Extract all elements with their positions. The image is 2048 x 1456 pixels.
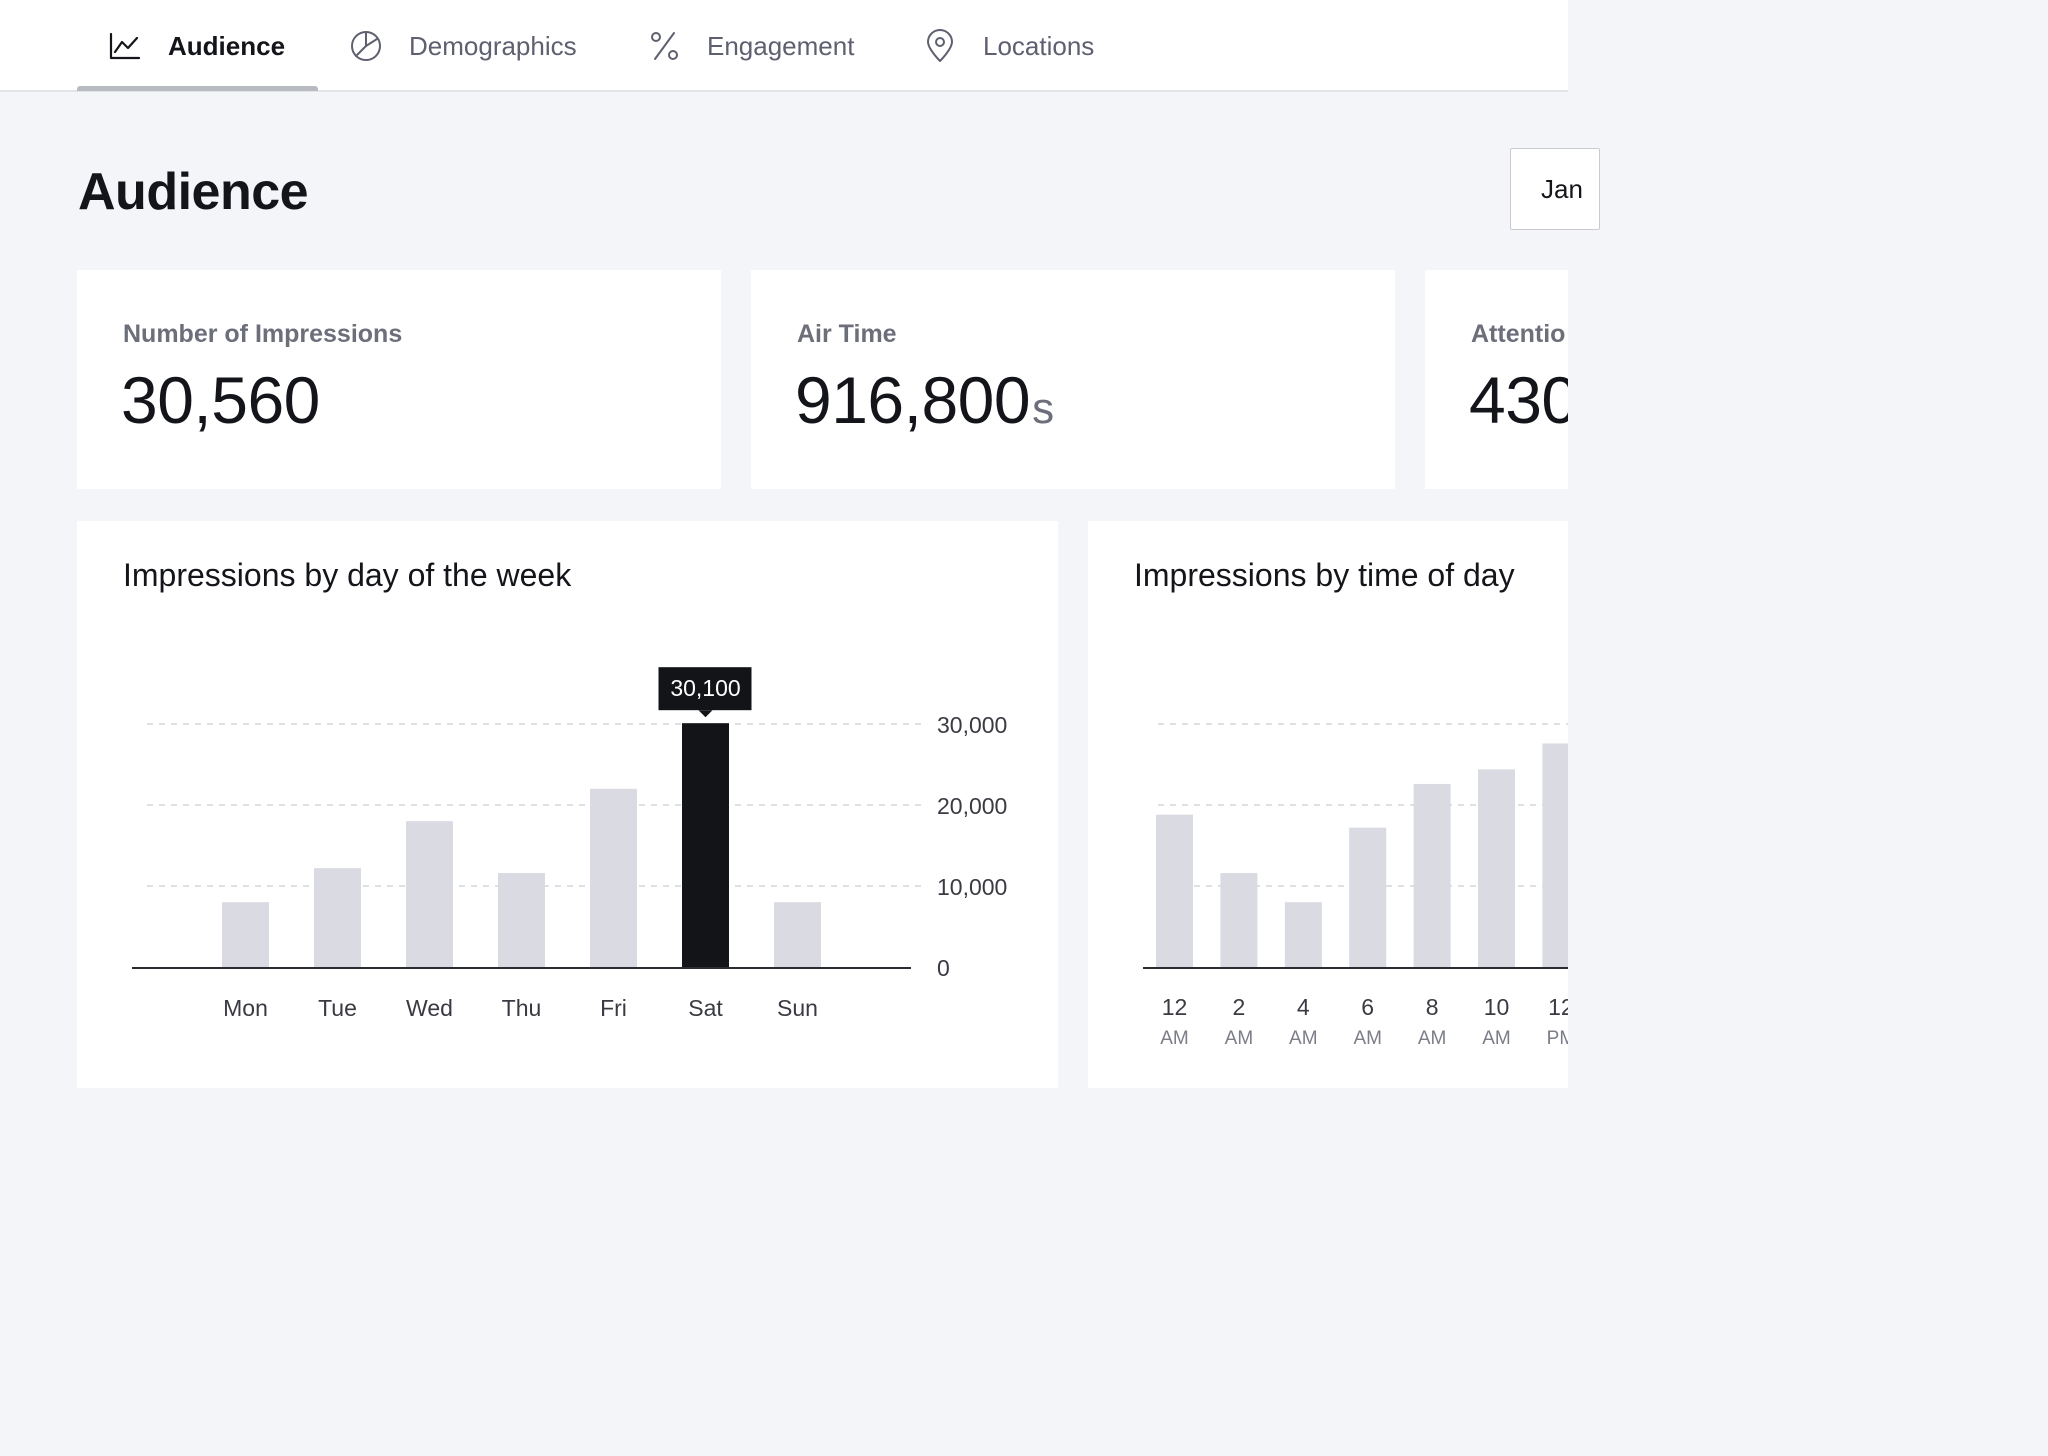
x-tick-sublabel: AM (1482, 1028, 1511, 1049)
bar (774, 902, 821, 967)
x-tick-sublabel: AM (1289, 1028, 1318, 1049)
tooltip-value: 30,100 (670, 675, 740, 701)
x-tick-sublabel: AM (1353, 1028, 1382, 1049)
date-range-picker[interactable]: Jan (1510, 148, 1600, 230)
x-tick-sublabel: AM (1418, 1028, 1447, 1049)
percent-icon (651, 32, 678, 60)
chart-title: Impressions by time of day (1134, 557, 1515, 593)
tab-audience-label: Audience (168, 30, 286, 61)
x-tick-sublabel: AM (1225, 1028, 1254, 1049)
chart-title: Impressions by day of the week (123, 557, 572, 593)
bar (682, 723, 729, 967)
bar (1478, 769, 1515, 967)
y-tick-label: 0 (937, 955, 950, 981)
x-tick-label: 10 (1484, 994, 1510, 1020)
tab-audience[interactable]: Audience (108, 0, 285, 92)
kpi-card-air-time: Air Time 916,800s (751, 270, 1395, 489)
page-title: Audience (78, 163, 309, 221)
bar (1413, 783, 1451, 967)
kpi-label: Air Time (797, 320, 897, 348)
bar (1220, 873, 1258, 967)
x-tick-label: 4 (1297, 994, 1310, 1020)
x-tick-sublabel: AM (1160, 1028, 1189, 1049)
active-tab-indicator (77, 86, 318, 91)
x-tick-label: Sat (688, 995, 723, 1021)
bar (590, 788, 637, 967)
kpi-value: 30,560 (121, 362, 322, 438)
x-tick-label: Sun (777, 995, 818, 1021)
date-range-text: Jan (1541, 174, 1583, 204)
map-pin-icon (927, 29, 953, 62)
x-tick-label: Fri (600, 995, 627, 1021)
kpi-number: 916,800 (795, 363, 1031, 437)
pie-chart-icon (351, 31, 381, 61)
x-tick-label: Thu (502, 995, 542, 1021)
tab-locations[interactable]: Locations (923, 0, 1094, 92)
tab-engagement-label: Engagement (707, 30, 855, 61)
x-tick-label: 12 (1548, 994, 1568, 1020)
tab-locations-label: Locations (983, 30, 1095, 61)
bar-chart-day-of-week: 0 10,000 20,000 30,000 Mon Tue Wed Thu Fri Sat 30,… (132, 667, 1007, 1021)
kpi-label: Attentio (1471, 320, 1566, 348)
bar (498, 873, 545, 967)
y-tick-label: 10,000 (937, 874, 1007, 900)
kpi-value: 430 (1469, 362, 1568, 438)
x-tick-label: Tue (318, 995, 357, 1021)
tooltip-pointer (698, 710, 713, 718)
kpi-card-impressions: Number of Impressions 30,560 (77, 270, 721, 489)
bar-chart-time-of-day: 12 AM 2 AM 4 AM 6 AM 8 AM 10 AM 12 PM (1143, 723, 1568, 1049)
bar (1156, 814, 1193, 967)
x-tick-sublabel: PM (1547, 1028, 1568, 1049)
kpi-number: 30,560 (121, 363, 320, 437)
x-tick-label: 12 (1162, 994, 1188, 1020)
bar (314, 868, 361, 967)
kpi-number: 430 (1469, 363, 1568, 437)
line-chart-icon (109, 32, 141, 60)
y-tick-label: 30,000 (937, 712, 1007, 738)
bar (1349, 827, 1387, 967)
tooltip-box (658, 667, 752, 711)
y-tick-label: 20,000 (937, 793, 1007, 819)
top-nav: Audience Demographics Engagement Locatio… (0, 0, 1568, 92)
x-tick-label: Mon (223, 995, 268, 1021)
chart-card-time-of-day: Impressions by time of day 12 AM 2 AM 4 AM 6 AM… (1088, 521, 1568, 1088)
tab-demographics[interactable]: Demographics (349, 0, 577, 92)
bar (406, 821, 453, 967)
x-tick-label: 2 (1233, 994, 1246, 1020)
kpi-label: Number of Impressions (123, 320, 403, 348)
kpi-card-attention: Attentio 430 (1425, 270, 1568, 489)
kpi-unit: s (1032, 384, 1054, 433)
bar (1542, 743, 1568, 967)
tab-engagement[interactable]: Engagement (647, 0, 854, 92)
x-tick-label: Wed (406, 995, 453, 1021)
x-tick-label: 8 (1426, 994, 1439, 1020)
bar (1284, 902, 1322, 967)
tab-demographics-label: Demographics (409, 30, 577, 61)
bar (222, 902, 269, 967)
chart-card-day-of-week: Impressions by day of the week 0 10,000 20… (77, 521, 1058, 1088)
kpi-value: 916,800s (795, 362, 1054, 438)
x-tick-label: 6 (1361, 994, 1374, 1020)
